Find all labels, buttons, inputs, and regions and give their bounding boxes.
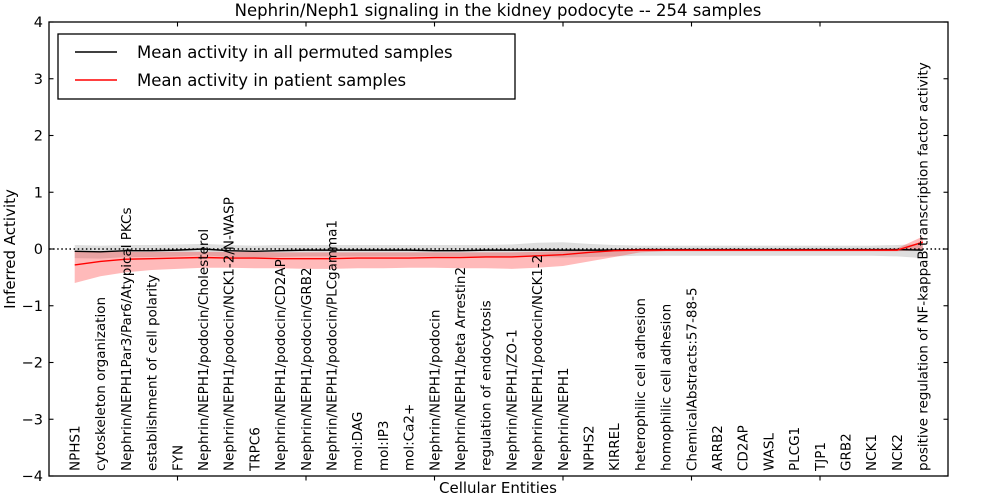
x-category-label: Nephrin/NEPH1/podocin/PLCgamma1 xyxy=(325,220,341,471)
x-category-label: Nephrin/NEPH1/ZO-1 xyxy=(504,329,520,471)
x-category-label: Nephrin/NEPH1/podocin/CD2AP xyxy=(273,259,289,471)
x-category-label: Nephrin/NEPH1/podocin/NCK1-2/N-WASP xyxy=(222,197,238,471)
x-category-label: Nephrin/NEPH1/podocin/Cholesterol xyxy=(196,229,212,471)
x-category-label: ChemicalAbstracts:57-88-5 xyxy=(684,287,700,471)
x-category-label: TRPC6 xyxy=(247,427,263,472)
x-category-label: Nephrin/NEPH1/beta Arrestin2 xyxy=(453,267,469,471)
y-tick-label: 1 xyxy=(34,185,43,201)
legend-box xyxy=(57,33,516,100)
x-category-label: Nephrin/NEPH1 xyxy=(556,368,572,471)
x-category-label: establishment of cell polarity xyxy=(145,275,161,471)
x-category-label: NPHS2 xyxy=(582,425,598,471)
patient-std-band xyxy=(74,236,923,284)
y-tick-label: −4 xyxy=(22,469,43,485)
x-category-label: Nephrin/NEPH1Par3/Par6/Atypical PKCs xyxy=(119,208,135,472)
x-category-label: heterophilic cell adhesion xyxy=(633,298,649,471)
y-tick-label: −2 xyxy=(22,356,43,372)
x-category-label: GRB2 xyxy=(839,433,855,471)
x-category-label: positive regulation of NF-kappaB transcr… xyxy=(916,62,932,471)
y-axis-label: Inferred Activity xyxy=(1,189,19,309)
patient-mean-line xyxy=(74,241,924,266)
x-category-label: KIRREL xyxy=(607,423,623,471)
legend-label-patient-samples: Mean activity in patient samples xyxy=(137,71,406,90)
x-category-label: mol:Ca2+ xyxy=(402,404,418,471)
x-category-label: homophilic cell adhesion xyxy=(659,304,675,471)
x-category-label: FYN xyxy=(170,445,186,471)
y-tick-label: −3 xyxy=(22,412,43,428)
x-category-label: CD2AP xyxy=(736,425,752,471)
x-category-label: NCK2 xyxy=(890,434,906,471)
x-category-label: Nephrin/NEPH1/podocin/GRB2 xyxy=(299,267,315,471)
x-axis-label: Cellular Entities xyxy=(439,479,557,497)
x-category-label: TJP1 xyxy=(813,442,829,472)
x-category-label: Nephrin/NEPH1/podocin/NCK1-2 xyxy=(530,255,546,471)
x-category-label: mol:IP3 xyxy=(376,421,392,471)
x-category-label: mol:DAG xyxy=(350,412,366,471)
x-category-label: NCK1 xyxy=(864,434,880,471)
legend: Mean activity in all permuted samples Me… xyxy=(57,33,516,100)
y-tick-label: 2 xyxy=(34,129,43,145)
y-tick-label: 3 xyxy=(34,72,43,88)
x-category-label: regulation of endocytosis xyxy=(479,300,495,471)
x-category-label: ARRB2 xyxy=(710,425,726,471)
y-tick-label: 4 xyxy=(34,15,43,31)
y-tick-label: 0 xyxy=(34,242,43,258)
plot-area: 4 3 2 1 0 −1 −2 −3 −4 NPHS1 cytoskeleton organizat… xyxy=(22,15,949,485)
y-tick-label: −1 xyxy=(22,299,43,315)
x-category-label: WASL xyxy=(761,433,777,471)
x-category-label: Nephrin/NEPH1/podocin xyxy=(427,310,443,471)
legend-label-permuted-samples: Mean activity in all permuted samples xyxy=(137,43,453,62)
chart-title: Nephrin/Neph1 signaling in the kidney po… xyxy=(235,1,762,20)
x-category-label: NPHS1 xyxy=(68,425,84,471)
x-category-label: PLCG1 xyxy=(787,427,803,471)
x-category-label: cytoskeleton organization xyxy=(93,297,109,471)
